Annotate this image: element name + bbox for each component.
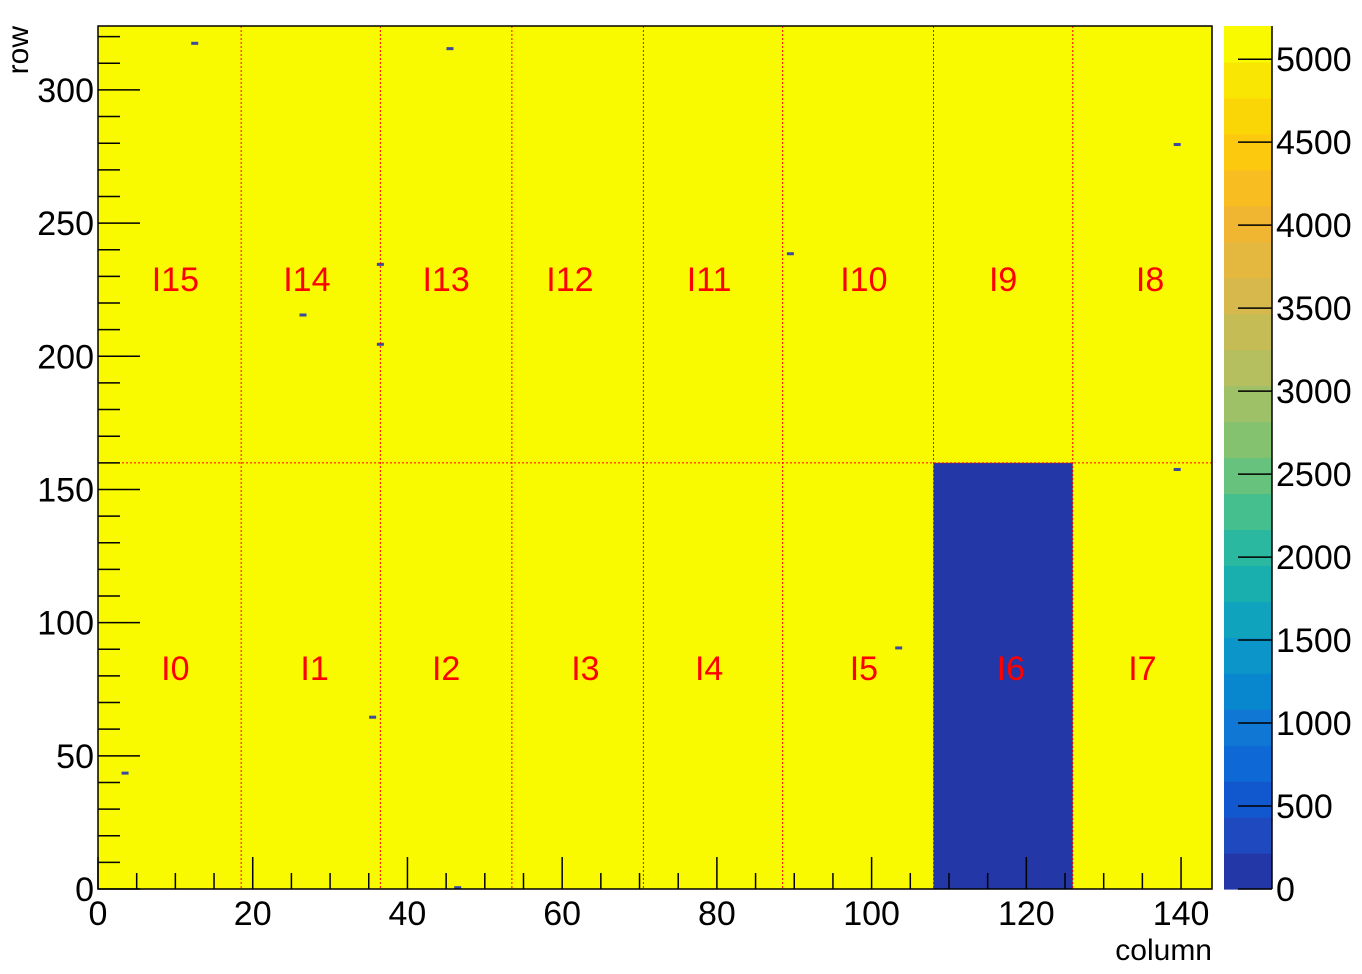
colorbar-tick-label-4500: 4500 [1276,124,1352,162]
colorbar-tick-label-3500: 3500 [1276,290,1352,328]
colorbar-band-19 [1224,169,1272,207]
dead-pixel-2 [1173,143,1181,147]
colorbar-band-23 [1224,26,1272,63]
region-label-i11: I11 [687,261,732,299]
y-tick-label-0: 0 [75,871,94,909]
x-axis-title: column [1115,934,1212,967]
x-tick-label-0: 0 [89,895,108,933]
colorbar-tick-label-0: 0 [1276,871,1295,909]
region-label-i1: I1 [300,650,328,688]
colorbar-band-18 [1224,205,1272,243]
colorbar-band-1 [1224,817,1272,854]
y-tick-label-200: 200 [37,338,94,376]
colorbar-tick-label-500: 500 [1276,788,1333,826]
region-label-i14: I14 [283,261,330,299]
low-value-region [933,462,1073,889]
colorbar-band-7 [1224,601,1272,638]
dead-pixel-9 [369,715,377,719]
region-label-i8: I8 [1136,261,1164,299]
region-label-i3: I3 [571,650,599,688]
plot-frame [97,25,1213,890]
colorbar-band-17 [1224,241,1272,279]
region-label-i6: I6 [997,650,1025,688]
colorbar-tick-label-2500: 2500 [1276,456,1352,494]
colorbar-band-20 [1224,133,1272,171]
colorbar-tick-label-5000: 5000 [1276,41,1352,79]
colorbar-band-3 [1224,745,1272,782]
x-tick-label-60: 60 [543,895,581,933]
dead-pixel-1 [446,47,454,51]
colorbar-band-5 [1224,673,1272,710]
colorbar-band-11 [1224,457,1272,495]
colorbar-band-12 [1224,421,1272,459]
colorbar-band-8 [1224,565,1272,602]
colorbar: 0 500 1000 1500 2000 2500 3000 3500 4000 4500 5000 [1224,26,1352,909]
region-label-i7: I7 [1128,650,1156,688]
y-tick-label-150: 150 [37,471,94,509]
region-label-i4: I4 [695,650,723,688]
colorbar-tick-label-1500: 1500 [1276,622,1352,660]
dead-pixel-3 [786,252,794,256]
colorbar-band-6 [1224,637,1272,674]
plot-area: I0 I1 I2 I3 I4 I5 I6 I7 I15 I14 I13 I12 I11 I10 I9 I8 [98,26,1212,890]
x-tick-label-80: 80 [698,895,736,933]
axes: 0 20 40 60 80 100 120 140 0 50 100 150 200 250 300 [37,25,1213,933]
x-tick-label-40: 40 [389,895,427,933]
y-tick-label-100: 100 [37,605,94,643]
y-tick-label-50: 50 [56,738,94,776]
colorbar-band-22 [1224,61,1272,99]
colorbar-tick-label-4000: 4000 [1276,207,1352,245]
y-tick-label-250: 250 [37,205,94,243]
colorbar-band-10 [1224,493,1272,531]
dead-pixel-11 [454,886,462,890]
dead-pixel-4 [376,262,384,266]
colorbar-band-15 [1224,313,1272,351]
dead-pixel-0 [191,41,199,45]
region-label-i13: I13 [422,261,469,299]
x-tick-label-20: 20 [234,895,272,933]
x-tick-label-120: 120 [998,895,1055,933]
region-label-i12: I12 [546,261,593,299]
colorbar-band-4 [1224,709,1272,746]
colorbar-tick-label-2000: 2000 [1276,539,1352,577]
region-label-i10: I10 [840,261,887,299]
y-axis-title: row [2,26,35,75]
x-tick-label-100: 100 [843,895,900,933]
dead-pixel-10 [121,771,129,775]
region-label-i2: I2 [432,650,460,688]
region-label-i9: I9 [989,261,1017,299]
colorbar-band-0 [1224,853,1272,890]
region-label-i5: I5 [850,650,878,688]
region-label-i0: I0 [161,650,189,688]
colorbar-tick-label-1000: 1000 [1276,705,1352,743]
dead-pixel-5 [299,313,307,317]
y-tick-label-300: 300 [37,72,94,110]
colorbar-band-21 [1224,97,1272,135]
dead-pixel-7 [1173,467,1181,471]
colorbar-band-2 [1224,781,1272,818]
dead-pixel-6 [376,342,384,346]
dead-pixel-8 [895,646,903,650]
region-label-i15: I15 [152,261,199,299]
x-tick-label-140: 140 [1153,895,1210,933]
colorbar-tick-label-3000: 3000 [1276,373,1352,411]
colorbar-band-9 [1224,529,1272,566]
colorbar-band-14 [1224,349,1272,387]
